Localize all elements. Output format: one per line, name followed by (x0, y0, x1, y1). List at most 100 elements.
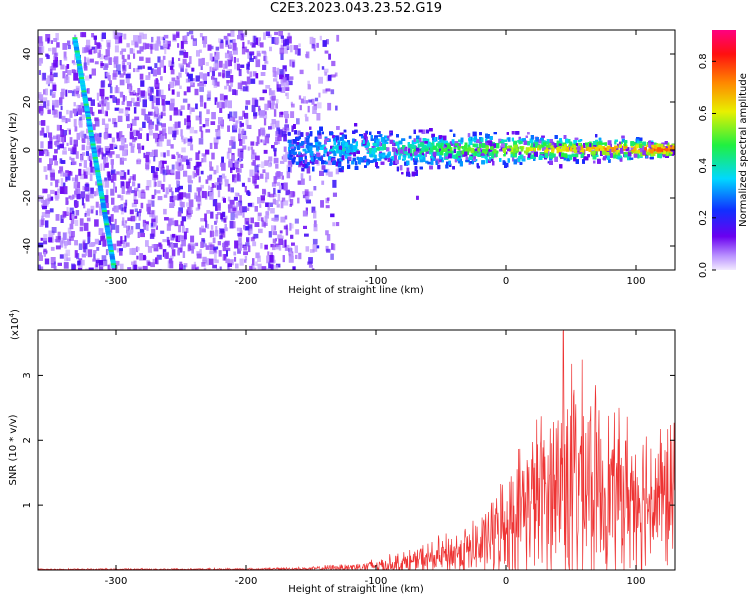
heatmap-cell (92, 258, 97, 262)
heatmap-cell (90, 166, 95, 173)
heatmap-cell (72, 194, 75, 200)
heatmap-cell (65, 89, 68, 97)
heatmap-cell (125, 191, 131, 195)
heatmap-cell (92, 153, 98, 157)
heatmap-cell (78, 71, 84, 75)
heatmap-cell (128, 62, 132, 69)
heatmap-cell (326, 248, 331, 253)
heatmap-cell (177, 162, 181, 171)
heatmap-cell (214, 229, 219, 237)
heatmap-cell (270, 208, 275, 214)
heatmap-cell (151, 244, 157, 249)
heatmap-cell (148, 130, 153, 136)
heatmap-cell (257, 263, 262, 270)
heatmap-cell (258, 228, 263, 234)
heatmap-cell (146, 133, 149, 141)
heatmap-cell (52, 84, 57, 92)
heatmap-cell (316, 245, 320, 249)
heatmap-cell (103, 221, 109, 225)
heatmap-cell (304, 233, 309, 237)
heatmap-cell (113, 205, 119, 213)
heatmap-cell (235, 263, 239, 269)
heatmap-cell (297, 48, 301, 56)
heatmap-cell (252, 241, 257, 247)
heatmap-cell (162, 169, 168, 176)
heatmap-cell (270, 252, 273, 257)
heatmap-cell (139, 56, 144, 61)
heatmap-cell (111, 161, 114, 169)
heatmap-cell (76, 193, 81, 200)
heatmap-cell (242, 41, 245, 49)
heatmap-cell (271, 119, 276, 125)
heatmap-cell (137, 65, 143, 70)
heatmap-cell (264, 244, 268, 250)
heatmap-cell (201, 158, 204, 163)
heatmap-cell (239, 258, 244, 266)
heatmap-cell (271, 37, 276, 44)
heatmap-cell (237, 173, 240, 181)
heatmap-cell (65, 65, 68, 73)
heatmap-cell (142, 121, 146, 128)
heatmap-cell (255, 73, 259, 79)
heatmap-cell (200, 218, 206, 222)
heatmap-cell (169, 255, 174, 259)
heatmap-cell (77, 65, 83, 69)
heatmap-cell (156, 116, 160, 124)
heatmap-cell (122, 65, 127, 72)
heatmap-cell (55, 33, 59, 41)
heatmap-cell (119, 91, 124, 98)
heatmap-cell (221, 173, 225, 179)
heatmap-cell (104, 162, 109, 168)
heatmap-cell (239, 227, 242, 233)
heatmap-cell (70, 231, 75, 238)
heatmap-cell (83, 171, 88, 179)
heatmap-cell (284, 215, 288, 220)
heatmap-cell (271, 225, 276, 232)
heatmap-cell (202, 124, 206, 128)
heatmap-cell (101, 206, 107, 210)
heatmap-cell (114, 143, 117, 147)
heatmap-cell (81, 88, 87, 92)
heatmap-cell (48, 47, 52, 52)
heatmap-cell (238, 116, 243, 120)
heatmap-cell (142, 33, 147, 40)
heatmap-cell (237, 248, 241, 254)
heatmap-cell (276, 127, 281, 135)
heatmap-cell (263, 114, 268, 119)
heatmap-cell (43, 101, 46, 108)
heatmap-cell (144, 221, 149, 226)
heatmap-cell (216, 102, 220, 108)
heatmap-cell (299, 105, 302, 111)
heatmap-cell (215, 129, 221, 137)
heatmap-cell (79, 173, 84, 180)
heatmap-cell (162, 188, 165, 192)
heatmap-cell (77, 108, 82, 115)
heatmap-cell (325, 230, 329, 236)
heatmap-cell (260, 139, 263, 143)
heatmap-cell (259, 97, 265, 101)
heatmap-cell (325, 205, 330, 209)
heatmap-cell (63, 146, 67, 150)
heatmap-cell (38, 106, 41, 113)
heatmap-cell (43, 252, 46, 257)
heatmap-cell (167, 239, 170, 246)
heatmap-cell (195, 103, 198, 110)
heatmap-cell (230, 75, 234, 83)
heatmap-cell (165, 187, 169, 195)
heatmap-cell (187, 175, 192, 183)
heatmap-cell (245, 119, 249, 126)
heatmap-cell (218, 60, 223, 68)
heatmap-cell (227, 263, 232, 267)
heatmap-cell (186, 120, 191, 129)
heatmap-cell (304, 189, 309, 197)
heatmap-cell (38, 57, 43, 64)
heatmap-cell (180, 221, 184, 226)
heatmap-cell (261, 217, 264, 222)
heatmap-cell (49, 66, 53, 72)
heatmap-cell (59, 254, 64, 259)
heatmap-cell (89, 74, 92, 79)
heatmap-cell (146, 203, 151, 212)
heatmap-cell (182, 192, 187, 198)
heatmap-cell (121, 61, 125, 69)
heatmap-cell (155, 97, 160, 106)
